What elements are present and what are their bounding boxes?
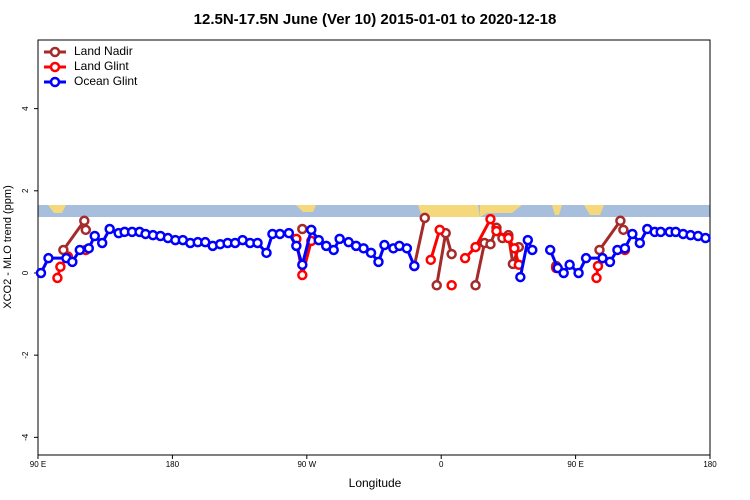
data-point	[558, 267, 569, 279]
data-point	[291, 240, 302, 252]
data-point	[297, 223, 308, 235]
data-point	[104, 223, 115, 235]
legend-label: Land Glint	[74, 59, 129, 73]
data-point	[67, 256, 78, 268]
data-point	[297, 269, 308, 281]
data-point	[52, 272, 63, 284]
chart-title: 12.5N-17.5N June (Ver 10) 2015-01-01 to …	[194, 11, 557, 28]
data-point	[700, 232, 711, 244]
data-point	[618, 224, 629, 236]
x-tick-label: 180	[166, 460, 180, 469]
data-point	[522, 234, 534, 246]
data-point	[419, 212, 431, 224]
data-point	[580, 252, 592, 264]
data-point	[503, 232, 514, 244]
x-tick-label: 90 E	[30, 460, 46, 469]
data-point	[80, 224, 92, 236]
data-point	[434, 224, 445, 236]
y-tick-label: 2	[21, 188, 30, 193]
data-point	[96, 237, 108, 249]
data-point	[527, 244, 538, 256]
data-point	[634, 237, 646, 249]
y-tick-label: -4	[21, 433, 30, 441]
y-tick-label: 0	[21, 270, 30, 275]
data-point	[485, 238, 496, 250]
data-point	[379, 239, 390, 251]
data-point	[485, 213, 496, 225]
x-tick-label: 0	[439, 460, 444, 469]
data-point	[35, 267, 47, 279]
data-point	[306, 224, 317, 236]
data-point	[409, 260, 420, 272]
x-tick-label: 180	[703, 460, 717, 469]
data-point	[83, 243, 95, 254]
data-point	[591, 272, 602, 284]
data-point	[446, 280, 457, 291]
data-point	[261, 247, 272, 259]
legend-marker	[49, 61, 61, 73]
data-point	[655, 226, 666, 238]
data-point	[431, 280, 442, 291]
x-axis-label: Longitude	[349, 476, 402, 490]
data-point	[274, 228, 286, 240]
data-point	[604, 256, 616, 268]
data-point	[573, 267, 584, 279]
data-point	[43, 252, 54, 264]
y-tick-label: -2	[21, 351, 30, 359]
data-point	[515, 271, 526, 283]
data-point	[619, 243, 631, 254]
x-tick-label: 90 E	[567, 460, 583, 469]
plot-frame	[37, 39, 711, 456]
data-point	[297, 259, 308, 271]
data-point	[365, 247, 377, 259]
data-point	[401, 243, 413, 254]
data-point	[594, 244, 605, 256]
data-point	[564, 259, 575, 271]
data-point	[459, 252, 471, 264]
data-point	[615, 215, 626, 227]
data-point	[320, 240, 332, 252]
data-point	[470, 241, 481, 253]
data-point	[425, 254, 436, 266]
data-point	[446, 248, 457, 260]
data-point	[592, 260, 604, 272]
data-point	[55, 261, 66, 273]
data-point	[509, 243, 520, 254]
map-strip	[38, 205, 710, 217]
data-point	[89, 230, 100, 242]
data-point	[491, 225, 502, 237]
legend-marker	[49, 46, 61, 58]
data-point	[334, 233, 345, 245]
data-point	[313, 234, 324, 246]
data-point	[373, 256, 384, 268]
x-tick-label: 90 W	[297, 460, 316, 469]
data-point	[358, 243, 369, 254]
y-axis-label: XCO2 - MLO trend (ppm)	[2, 185, 14, 308]
data-point	[283, 227, 295, 239]
legend-label: Ocean Glint	[74, 74, 138, 88]
series-line	[62, 216, 625, 286]
data-point	[79, 215, 90, 227]
data-point	[627, 228, 638, 240]
legend-label: Land Nadir	[74, 44, 133, 58]
data-point	[328, 244, 339, 256]
data-point	[252, 237, 263, 249]
y-tick-label: 4	[21, 106, 30, 111]
data-point	[544, 244, 556, 256]
legend-marker	[49, 76, 61, 88]
data-point	[470, 280, 481, 291]
data-point	[74, 244, 86, 256]
